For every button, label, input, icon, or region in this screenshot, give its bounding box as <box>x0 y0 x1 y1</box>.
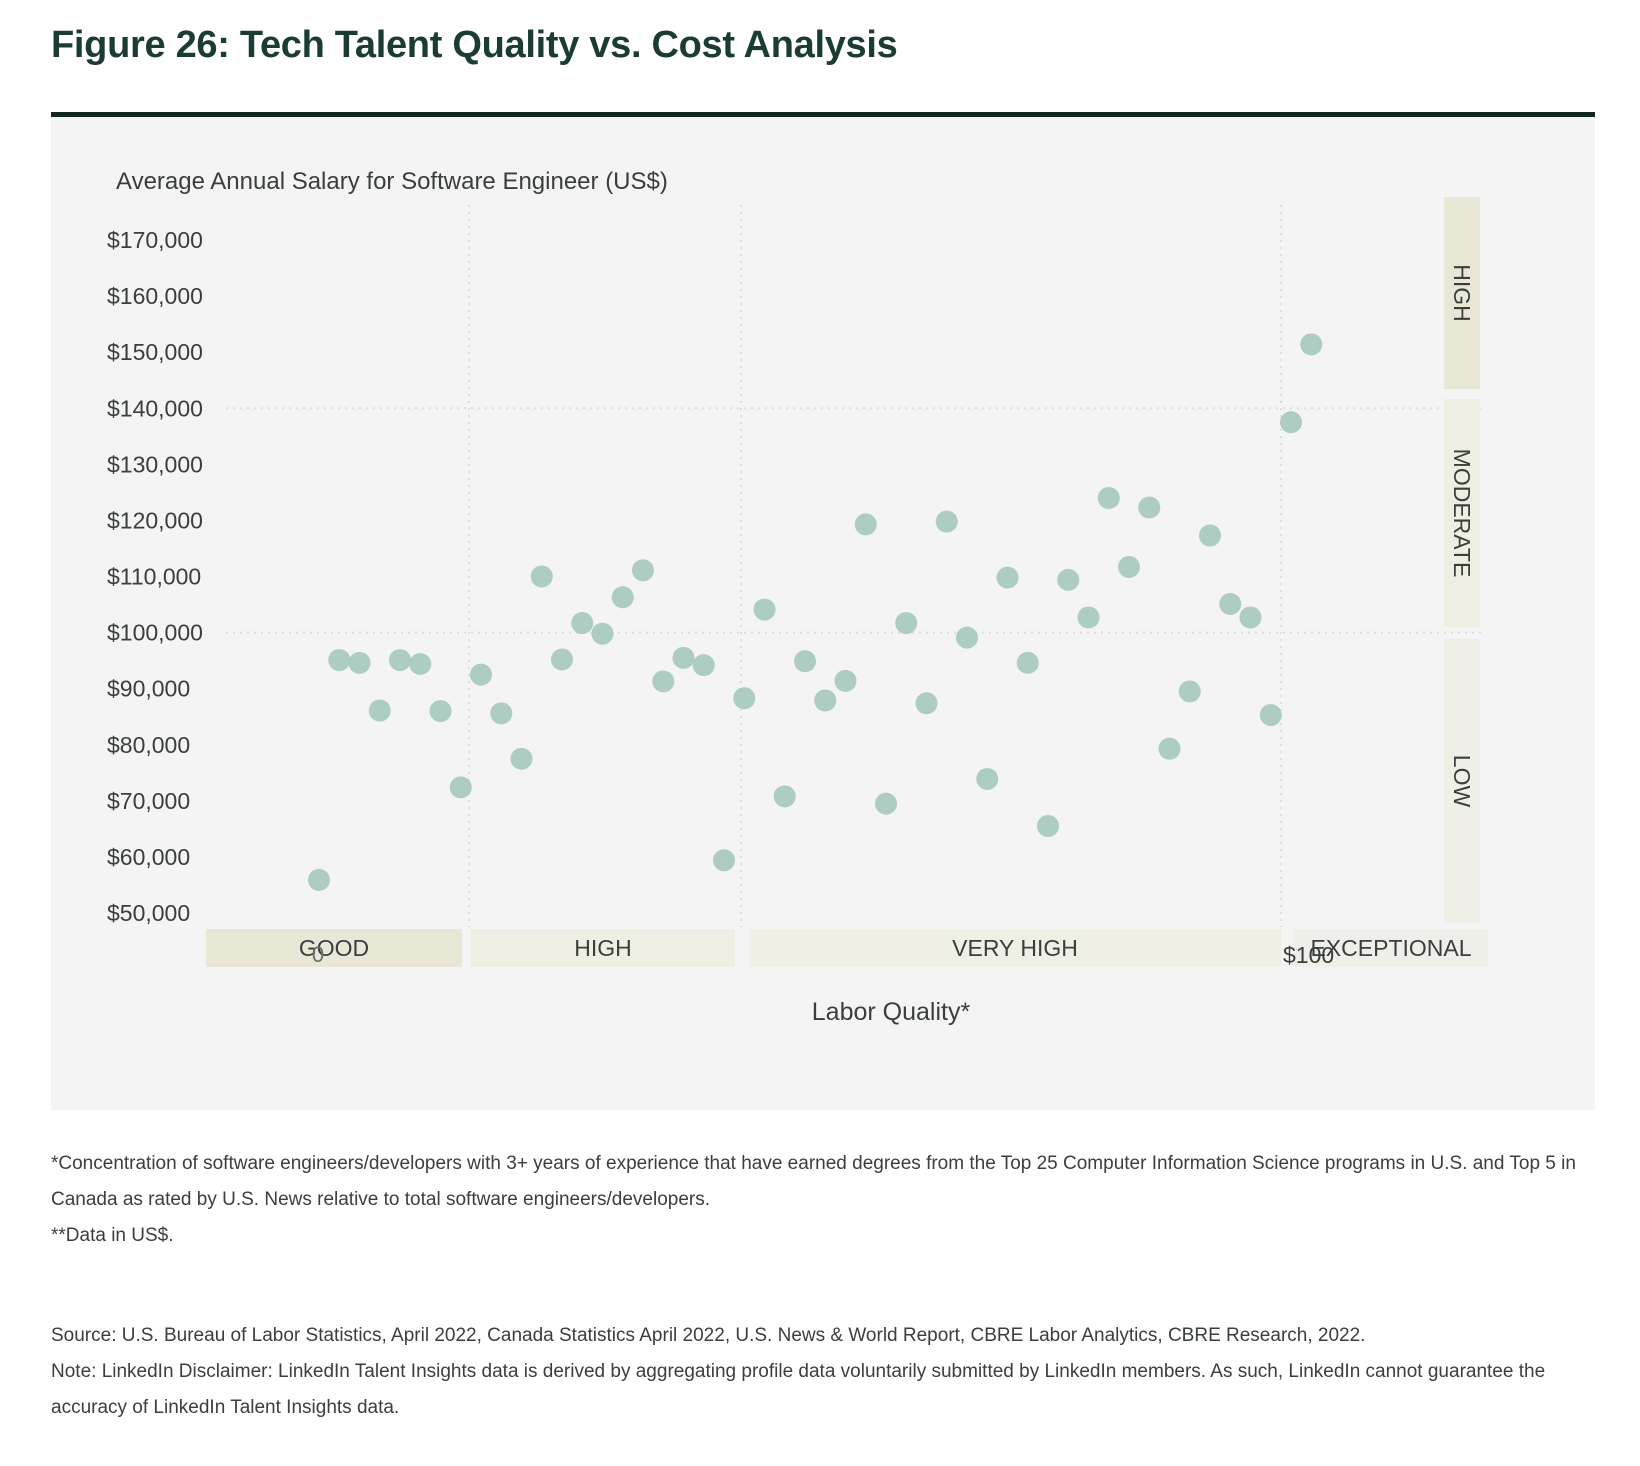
y-tick-label: $110,000 <box>107 564 201 590</box>
x-tick-label: $100 <box>1283 942 1334 968</box>
data-point <box>854 513 877 536</box>
data-point <box>1097 486 1120 509</box>
data-point <box>875 792 897 815</box>
data-point <box>1118 555 1140 578</box>
x-axis-label: Labor Quality* <box>812 998 971 1026</box>
data-point <box>935 510 958 533</box>
data-point <box>773 785 796 808</box>
data-point <box>530 565 553 588</box>
y-tick-label: $80,000 <box>107 732 190 758</box>
data-point <box>1199 524 1221 547</box>
x-tick-label: 0 <box>312 942 324 967</box>
chart-panel: GOOD HIGH VERY HIGH EXCEPTIONAL HIGH MODERATE… <box>51 117 1595 1110</box>
source-line: Source: U.S. Bureau of Labor Statistics,… <box>51 1325 1366 1346</box>
data-point <box>1077 606 1100 629</box>
point-layer <box>308 333 1323 891</box>
data-point <box>490 702 513 725</box>
y-tick-label: $50,000 <box>107 900 190 926</box>
data-point <box>1016 651 1039 674</box>
quality-band-label: GOOD <box>299 935 369 961</box>
data-point <box>895 612 918 635</box>
quality-band <box>1294 929 1488 967</box>
data-point <box>429 700 452 723</box>
data-point <box>551 648 573 671</box>
data-point <box>1300 333 1323 356</box>
y-tick-label: $70,000 <box>107 788 190 814</box>
data-point <box>389 649 411 672</box>
footnote-quality: *Concentration of software engineers/dev… <box>51 1153 1576 1210</box>
data-point <box>652 670 675 693</box>
quality-band <box>471 929 735 967</box>
data-point <box>976 767 999 790</box>
data-point <box>1280 411 1302 434</box>
y-tick-label: $140,000 <box>107 395 203 421</box>
data-point <box>409 652 432 675</box>
y-axis-label: Average Annual Salary for Software Engin… <box>116 168 668 195</box>
data-point <box>449 776 472 799</box>
quality-band <box>749 929 1281 967</box>
band-layer: GOOD HIGH VERY HIGH EXCEPTIONAL HIGH MODERATE… <box>206 197 1488 967</box>
data-point <box>1178 680 1201 703</box>
data-point <box>571 612 594 635</box>
y-tick-label: $170,000 <box>107 227 203 253</box>
data-point <box>956 626 978 649</box>
footnote-currency: **Data in US$. <box>51 1225 174 1246</box>
data-point <box>794 650 816 673</box>
data-point <box>1259 704 1282 727</box>
data-point <box>814 689 837 712</box>
title-rule <box>51 112 1595 117</box>
data-point <box>1057 568 1080 591</box>
data-point <box>308 868 330 891</box>
data-point <box>996 566 1019 589</box>
data-point <box>915 692 938 715</box>
cost-band-label: MODERATE <box>1449 449 1475 578</box>
data-point <box>632 559 654 582</box>
data-point <box>692 654 715 677</box>
data-point <box>348 651 371 674</box>
data-point <box>470 663 492 686</box>
scatter-chart: GOOD HIGH VERY HIGH EXCEPTIONAL HIGH MODERATE… <box>107 168 1488 1026</box>
data-point <box>672 646 695 669</box>
y-tick-label: $100,000 <box>107 620 203 646</box>
tick-layer: $170,000 $160,000 $150,000 $140,000 $130,000… <box>107 227 1334 968</box>
data-point <box>368 699 391 722</box>
data-point <box>510 747 533 770</box>
y-tick-label: $90,000 <box>107 676 190 702</box>
data-point <box>611 586 634 609</box>
source-notes: Source: U.S. Bureau of Labor Statistics,… <box>51 1318 1601 1426</box>
cost-band <box>1444 197 1480 389</box>
grid-layer <box>226 205 1483 927</box>
data-point <box>713 849 735 872</box>
data-point <box>1037 815 1059 838</box>
y-tick-label: $120,000 <box>107 507 203 533</box>
quality-band-label: VERY HIGH <box>952 935 1078 961</box>
data-point <box>753 598 776 621</box>
data-point <box>834 669 857 692</box>
quality-band-label: HIGH <box>574 935 632 961</box>
data-point <box>1239 606 1262 629</box>
y-tick-label: $150,000 <box>107 339 203 365</box>
figure-title: Figure 26: Tech Talent Quality vs. Cost … <box>51 24 898 66</box>
footnotes: *Concentration of software engineers/dev… <box>51 1146 1601 1254</box>
cost-band-label: HIGH <box>1449 264 1475 322</box>
data-point <box>1158 737 1181 760</box>
cost-band <box>1444 639 1480 923</box>
y-tick-label: $160,000 <box>107 283 203 309</box>
quality-band-label: EXCEPTIONAL <box>1310 935 1471 961</box>
data-point <box>733 687 756 710</box>
cost-band-label: LOW <box>1449 755 1475 808</box>
cost-band <box>1444 399 1480 627</box>
data-point <box>1138 496 1161 519</box>
data-point <box>591 622 614 645</box>
data-point <box>1219 592 1242 615</box>
y-tick-label: $60,000 <box>107 844 190 870</box>
y-tick-label: $130,000 <box>107 451 203 477</box>
linkedin-disclaimer: Note: LinkedIn Disclaimer: LinkedIn Tale… <box>51 1361 1546 1418</box>
quality-band <box>206 929 462 967</box>
data-point <box>328 649 351 672</box>
